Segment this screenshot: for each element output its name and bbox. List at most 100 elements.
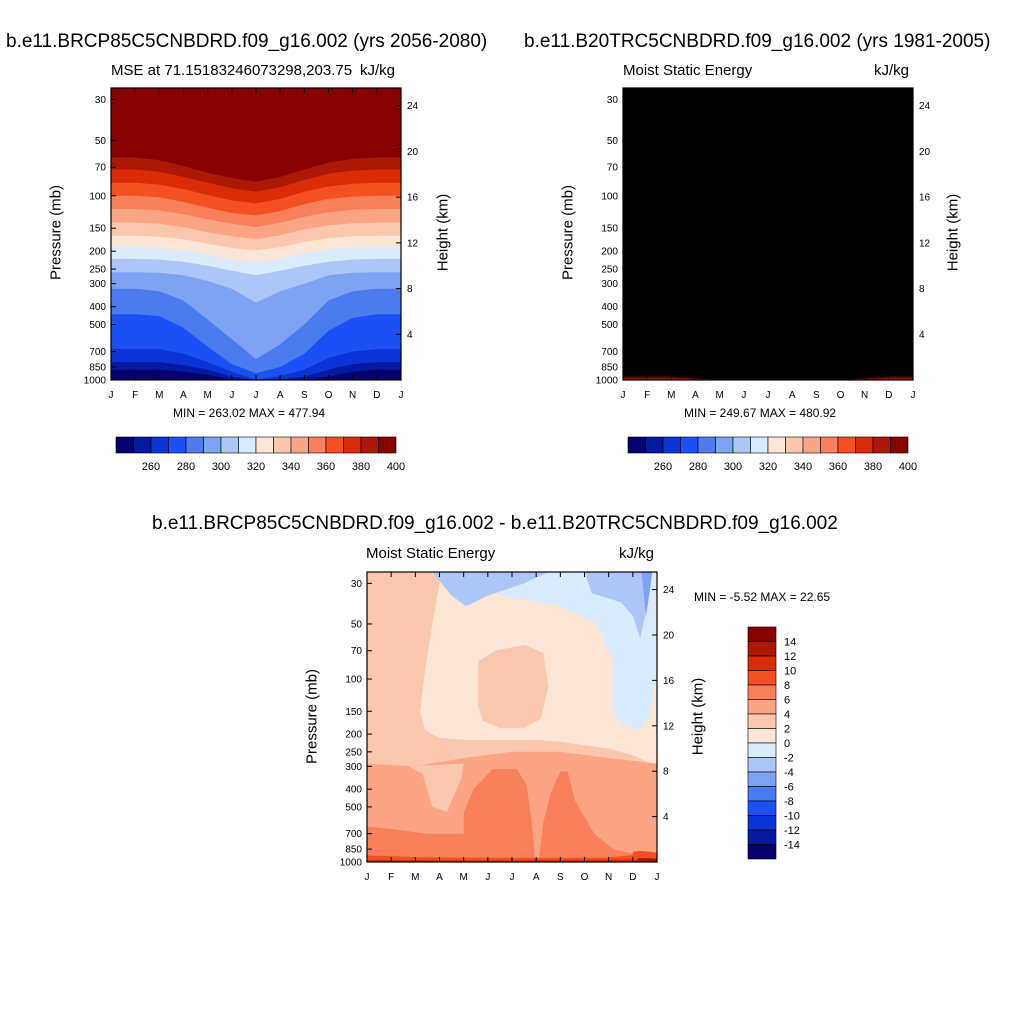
bt-band bbox=[432, 572, 549, 607]
top-right-stats: MIN = 249.67 MAX = 480.92 bbox=[684, 406, 837, 420]
tl-month-label: A bbox=[180, 390, 187, 401]
bt-band bbox=[478, 644, 549, 728]
bt-cb-swatch bbox=[747, 641, 777, 657]
tr-cb-swatch bbox=[750, 436, 769, 454]
bt-cb-label: -14 bbox=[784, 840, 800, 852]
tl-pressure-label: 700 bbox=[89, 347, 106, 358]
bt-pressure-label: 30 bbox=[351, 579, 363, 590]
bt-cb-label: -4 bbox=[784, 767, 794, 779]
tl-pressure-label: 70 bbox=[95, 163, 107, 174]
tr-cb-swatch bbox=[785, 436, 804, 454]
tl-cb-swatch bbox=[343, 436, 362, 454]
bt-month-label: A bbox=[436, 872, 443, 883]
top-right-colorbar: 260 280 300 320 340 360 380 400 bbox=[627, 436, 917, 473]
tr-cb-swatch bbox=[802, 436, 821, 454]
bt-frame bbox=[366, 571, 658, 863]
tr-height-label: 8 bbox=[919, 284, 925, 295]
tl-month-label: J bbox=[254, 390, 259, 401]
tr-pressure-label: 1000 bbox=[596, 376, 619, 387]
tr-pressure-label: 400 bbox=[601, 302, 618, 313]
tr-pressure-label: 50 bbox=[607, 136, 619, 147]
bt-month-label: J bbox=[510, 872, 515, 883]
tr-band bbox=[623, 88, 913, 180]
tl-month-label: N bbox=[349, 390, 356, 401]
bt-pressure-label: 1000 bbox=[340, 858, 363, 869]
tl-band bbox=[111, 88, 401, 182]
tl-pressure-label: 250 bbox=[89, 265, 106, 276]
bottom-stats: MIN = -5.52 MAX = 22.65 bbox=[694, 590, 831, 604]
bt-cb-swatch bbox=[747, 728, 777, 744]
bt-height-label: 4 bbox=[663, 812, 669, 823]
tl-pressure-label: 30 bbox=[95, 95, 107, 106]
bt-cb-label: 6 bbox=[784, 695, 790, 707]
bt-cb-label: 0 bbox=[784, 738, 790, 750]
tr-cb-swatch bbox=[890, 436, 909, 454]
tr-cb-swatch bbox=[627, 436, 646, 454]
bt-band bbox=[427, 572, 657, 730]
tr-height-label: 12 bbox=[919, 238, 931, 249]
bt-height-label: 12 bbox=[663, 721, 675, 732]
tl-height-label: 20 bbox=[407, 147, 419, 158]
bottom-colorbar: 14 12 10 8 6 4 2 0 -2 -4 -6 -8 -10 -12 -14 bbox=[747, 626, 800, 860]
tl-cb-label: 320 bbox=[247, 461, 265, 473]
tl-month-label: J bbox=[109, 390, 114, 401]
tr-pressure-label: 150 bbox=[601, 224, 618, 235]
top-right-contour-panel: J F M A M J J A S O N D J 30 50 70 100 150 200 250 300 400 500… bbox=[596, 87, 931, 401]
tl-cb-swatch bbox=[308, 436, 327, 454]
bt-band bbox=[584, 572, 650, 639]
bt-pressure-label: 250 bbox=[345, 747, 362, 758]
top-left-contour-panel: J F M A M J J A S O N D J 30 50 70 100 150 200 250 300 400 500… bbox=[84, 87, 419, 401]
bt-band bbox=[367, 572, 440, 726]
tr-month-label: A bbox=[692, 390, 699, 401]
tl-cb-swatch bbox=[238, 436, 257, 454]
bt-cb-swatch bbox=[747, 815, 777, 831]
tr-cb-label: 400 bbox=[899, 461, 917, 473]
top-right-subtitle: Moist Static Energy bbox=[623, 62, 753, 79]
tr-cb-swatch bbox=[697, 436, 716, 454]
bt-cb-label: 12 bbox=[784, 651, 796, 663]
tl-cb-label: 380 bbox=[352, 461, 370, 473]
bt-month-label: J bbox=[365, 872, 370, 883]
tl-cb-swatch bbox=[220, 436, 239, 454]
tr-frame bbox=[622, 87, 914, 381]
top-left-case-title: b.e11.BRCP85C5CNBDRD.f09_g16.002 (yrs 20… bbox=[6, 31, 488, 52]
tr-month-label: F bbox=[644, 390, 650, 401]
tl-cb-label: 360 bbox=[317, 461, 335, 473]
bt-cb-swatch bbox=[747, 713, 777, 729]
tl-pressure-label: 100 bbox=[89, 191, 106, 202]
bt-cb-swatch bbox=[747, 771, 777, 787]
tr-cb-label: 360 bbox=[829, 461, 847, 473]
bottom-units: kJ/kg bbox=[619, 545, 655, 562]
tr-cb-label: 300 bbox=[724, 461, 742, 473]
tr-pressure-label: 100 bbox=[601, 191, 618, 202]
tr-pressure-label: 250 bbox=[601, 265, 618, 276]
bt-cb-swatch bbox=[747, 829, 777, 845]
tl-month-label: M bbox=[155, 390, 163, 401]
tl-month-label: D bbox=[373, 390, 380, 401]
bt-cb-swatch bbox=[747, 844, 777, 860]
tl-pressure-label: 200 bbox=[89, 247, 106, 258]
tl-pressure-label: 400 bbox=[89, 302, 106, 313]
bt-cb-label: -2 bbox=[784, 753, 794, 765]
tr-month-label: J bbox=[741, 390, 746, 401]
tr-month-label: M bbox=[667, 390, 675, 401]
tl-height-label: 24 bbox=[407, 101, 419, 112]
bottom-contour-panel: J F M A M J J A S O N D J 30 50 70 100 150 200 250 300 400 500… bbox=[340, 571, 675, 883]
tr-cb-swatch bbox=[662, 436, 681, 454]
tr-month-label: O bbox=[837, 390, 845, 401]
tr-pressure-label: 300 bbox=[601, 279, 618, 290]
tr-cb-label: 340 bbox=[794, 461, 812, 473]
tr-cb-label: 380 bbox=[864, 461, 882, 473]
tl-month-label: F bbox=[132, 390, 138, 401]
tr-month-label: J bbox=[911, 390, 916, 401]
tr-pressure-label: 30 bbox=[607, 95, 619, 106]
tr-height-label: 16 bbox=[919, 193, 931, 204]
bt-height-label: 24 bbox=[663, 585, 675, 596]
tr-month-label: D bbox=[885, 390, 892, 401]
bt-month-label: J bbox=[655, 872, 660, 883]
tl-month-label: M bbox=[203, 390, 211, 401]
bt-pressure-label: 850 bbox=[345, 845, 362, 856]
bt-height-label: 16 bbox=[663, 676, 675, 687]
bt-month-label: A bbox=[533, 872, 540, 883]
